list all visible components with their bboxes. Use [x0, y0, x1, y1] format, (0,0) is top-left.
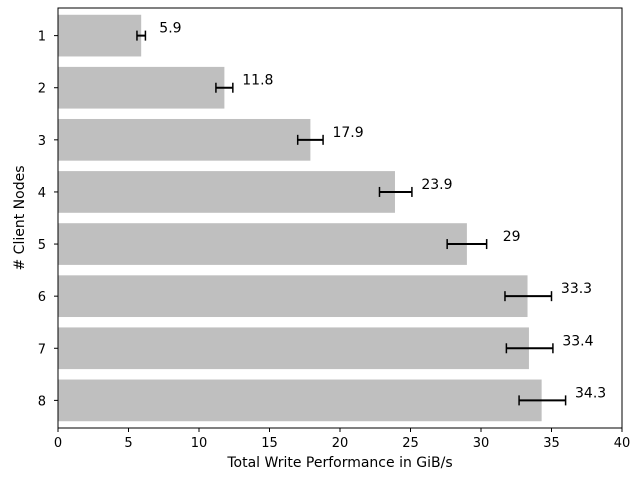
data-label-1: 5.9	[159, 21, 181, 37]
bar-5	[58, 223, 467, 265]
x-tick-label-15: 15	[261, 436, 278, 451]
y-tick-label-6: 6	[38, 290, 46, 305]
y-axis-ticks: 1 2 3 4 5 6 7 8	[38, 30, 58, 409]
x-tick-label-30: 30	[473, 436, 490, 451]
data-labels-layer: 5.9 11.8 17.9 23.9 29 33.3 33.4 34.3	[159, 21, 606, 402]
y-tick-label-3: 3	[38, 134, 46, 149]
x-tick-label-40: 40	[614, 436, 631, 451]
bar-8	[58, 379, 542, 422]
y-tick-label-1: 1	[38, 30, 46, 45]
bar-1	[58, 14, 142, 57]
error-bar-6	[504, 291, 553, 302]
bar-2	[58, 66, 225, 109]
error-bar-1	[136, 30, 147, 41]
data-label-5: 29	[503, 229, 521, 245]
x-tick-label-5: 5	[124, 436, 132, 451]
x-tick-label-25: 25	[402, 436, 419, 451]
x-tick-label-20: 20	[332, 436, 349, 451]
x-tick-label-10: 10	[191, 436, 208, 451]
y-axis-label: # Client Nodes	[12, 166, 28, 271]
error-bar-5	[446, 239, 488, 250]
data-label-8: 34.3	[575, 385, 606, 401]
bar-3	[58, 118, 311, 161]
y-tick-label-4: 4	[38, 186, 46, 201]
error-bars-layer	[136, 30, 567, 406]
data-label-3: 17.9	[332, 125, 363, 141]
x-axis-label: Total Write Performance in GiB/s	[226, 455, 452, 471]
error-bar-2	[215, 82, 234, 93]
bar-7	[58, 327, 529, 370]
error-bar-3	[296, 134, 324, 145]
data-label-7: 33.4	[562, 333, 593, 349]
y-tick-label-2: 2	[38, 82, 46, 97]
error-bar-7	[505, 343, 554, 354]
bars-layer	[58, 14, 542, 422]
y-tick-label-8: 8	[38, 394, 46, 409]
x-tick-label-35: 35	[543, 436, 560, 451]
y-tick-label-5: 5	[38, 238, 46, 253]
data-label-2: 11.8	[242, 73, 273, 89]
x-axis-ticks: 0 5 10 15 20 25 30 35 40	[54, 428, 630, 451]
data-label-6: 33.3	[561, 281, 592, 297]
error-bar-8	[518, 395, 567, 406]
y-tick-label-7: 7	[38, 342, 46, 357]
bar-6	[58, 275, 528, 318]
data-label-4: 23.9	[421, 177, 452, 193]
x-tick-label-0: 0	[54, 436, 62, 451]
bar-4	[58, 171, 395, 213]
error-bar-4	[378, 186, 413, 197]
